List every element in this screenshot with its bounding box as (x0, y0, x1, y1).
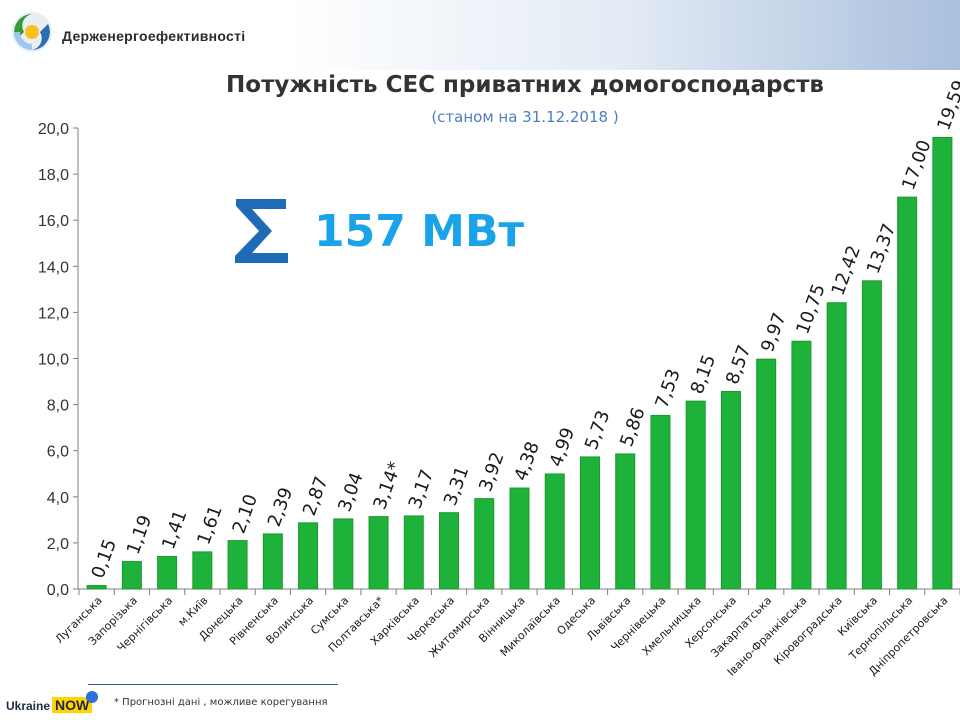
bar (439, 512, 460, 590)
bar (685, 400, 706, 590)
data-label: 19,59 (933, 78, 960, 134)
bar (615, 453, 636, 590)
bar (509, 487, 530, 590)
bar (157, 555, 178, 590)
data-label: 3,17 (405, 467, 438, 512)
bar (861, 280, 882, 590)
org-name: Держенергоефективності (62, 28, 246, 44)
y-tick-label: 4,0 (47, 490, 69, 507)
bar (262, 533, 283, 590)
data-label: 3,14* (370, 459, 407, 512)
x-tick-label: Закарпатська (708, 594, 774, 660)
data-label: 0,15 (88, 536, 121, 581)
bar (227, 540, 248, 590)
badge-dot-icon (86, 691, 98, 703)
bar (121, 561, 142, 590)
bar (544, 473, 565, 590)
y-tick-label: 14,0 (38, 259, 69, 276)
data-label: 3,92 (475, 450, 508, 495)
org-logo-icon (12, 12, 52, 52)
x-tick-label: Кіровоградська (771, 594, 844, 667)
y-tick-label: 10,0 (38, 352, 69, 369)
data-label: 1,19 (123, 512, 156, 557)
bar (298, 522, 319, 590)
header-band (0, 0, 960, 70)
data-label: 5,73 (581, 408, 614, 453)
bar (897, 196, 918, 590)
data-label: 13,37 (863, 221, 900, 277)
bar (791, 340, 812, 590)
bar (579, 456, 600, 590)
data-label: 2,87 (299, 474, 332, 519)
data-label: 7,53 (651, 366, 684, 411)
x-tick-label: Тернопільська (846, 594, 915, 663)
bar (826, 302, 847, 590)
badge-now-text: NOW (52, 697, 93, 713)
data-label: 1,41 (158, 507, 191, 552)
data-label: 9,97 (757, 310, 790, 355)
y-tick-label: 6,0 (47, 444, 69, 461)
chart-subtitle: (станом на 31.12.2018 ) (431, 108, 619, 126)
data-label: 2,39 (264, 485, 297, 530)
data-label: 8,15 (687, 352, 720, 397)
bar (932, 136, 953, 590)
y-tick-label: 20,0 (38, 121, 69, 138)
x-tick-label: м.Київ (176, 594, 211, 629)
bar (368, 516, 389, 590)
bar (192, 551, 213, 590)
data-label: 17,00 (898, 137, 935, 193)
data-label: 8,57 (722, 342, 755, 387)
bar (720, 390, 741, 590)
y-tick-label: 12,0 (38, 305, 69, 322)
footer-divider (88, 684, 338, 685)
y-tick-label: 8,0 (47, 398, 69, 415)
bar (756, 358, 777, 590)
chart-title: Потужність СЕС приватних домогосподарств (226, 72, 824, 98)
bar (86, 585, 107, 590)
data-label: 4,99 (546, 425, 579, 470)
data-label: 3,31 (440, 464, 473, 509)
data-label: 2,10 (229, 491, 262, 536)
data-label: 5,86 (616, 405, 649, 450)
bar (474, 498, 495, 590)
footnote: * Прогнозні дані , можливе корегування (114, 697, 328, 708)
x-tick-label: Житомирська (426, 594, 492, 660)
data-label: 12,42 (828, 243, 865, 299)
total-capacity: 157 МВт (314, 206, 524, 257)
y-tick-label: 0,0 (47, 582, 69, 599)
bar (650, 414, 671, 590)
bar (333, 518, 354, 590)
bar (403, 515, 424, 590)
data-label: 1,61 (193, 503, 226, 548)
data-label: 10,75 (792, 281, 829, 337)
data-label: 4,38 (510, 439, 543, 484)
badge-ukraine-text: Ukraine (6, 699, 51, 713)
y-tick-label: 2,0 (47, 536, 69, 553)
y-tick-label: 16,0 (38, 213, 69, 230)
y-tick-label: 18,0 (38, 167, 69, 184)
sigma-icon (235, 199, 288, 263)
data-label: 3,04 (334, 470, 367, 515)
